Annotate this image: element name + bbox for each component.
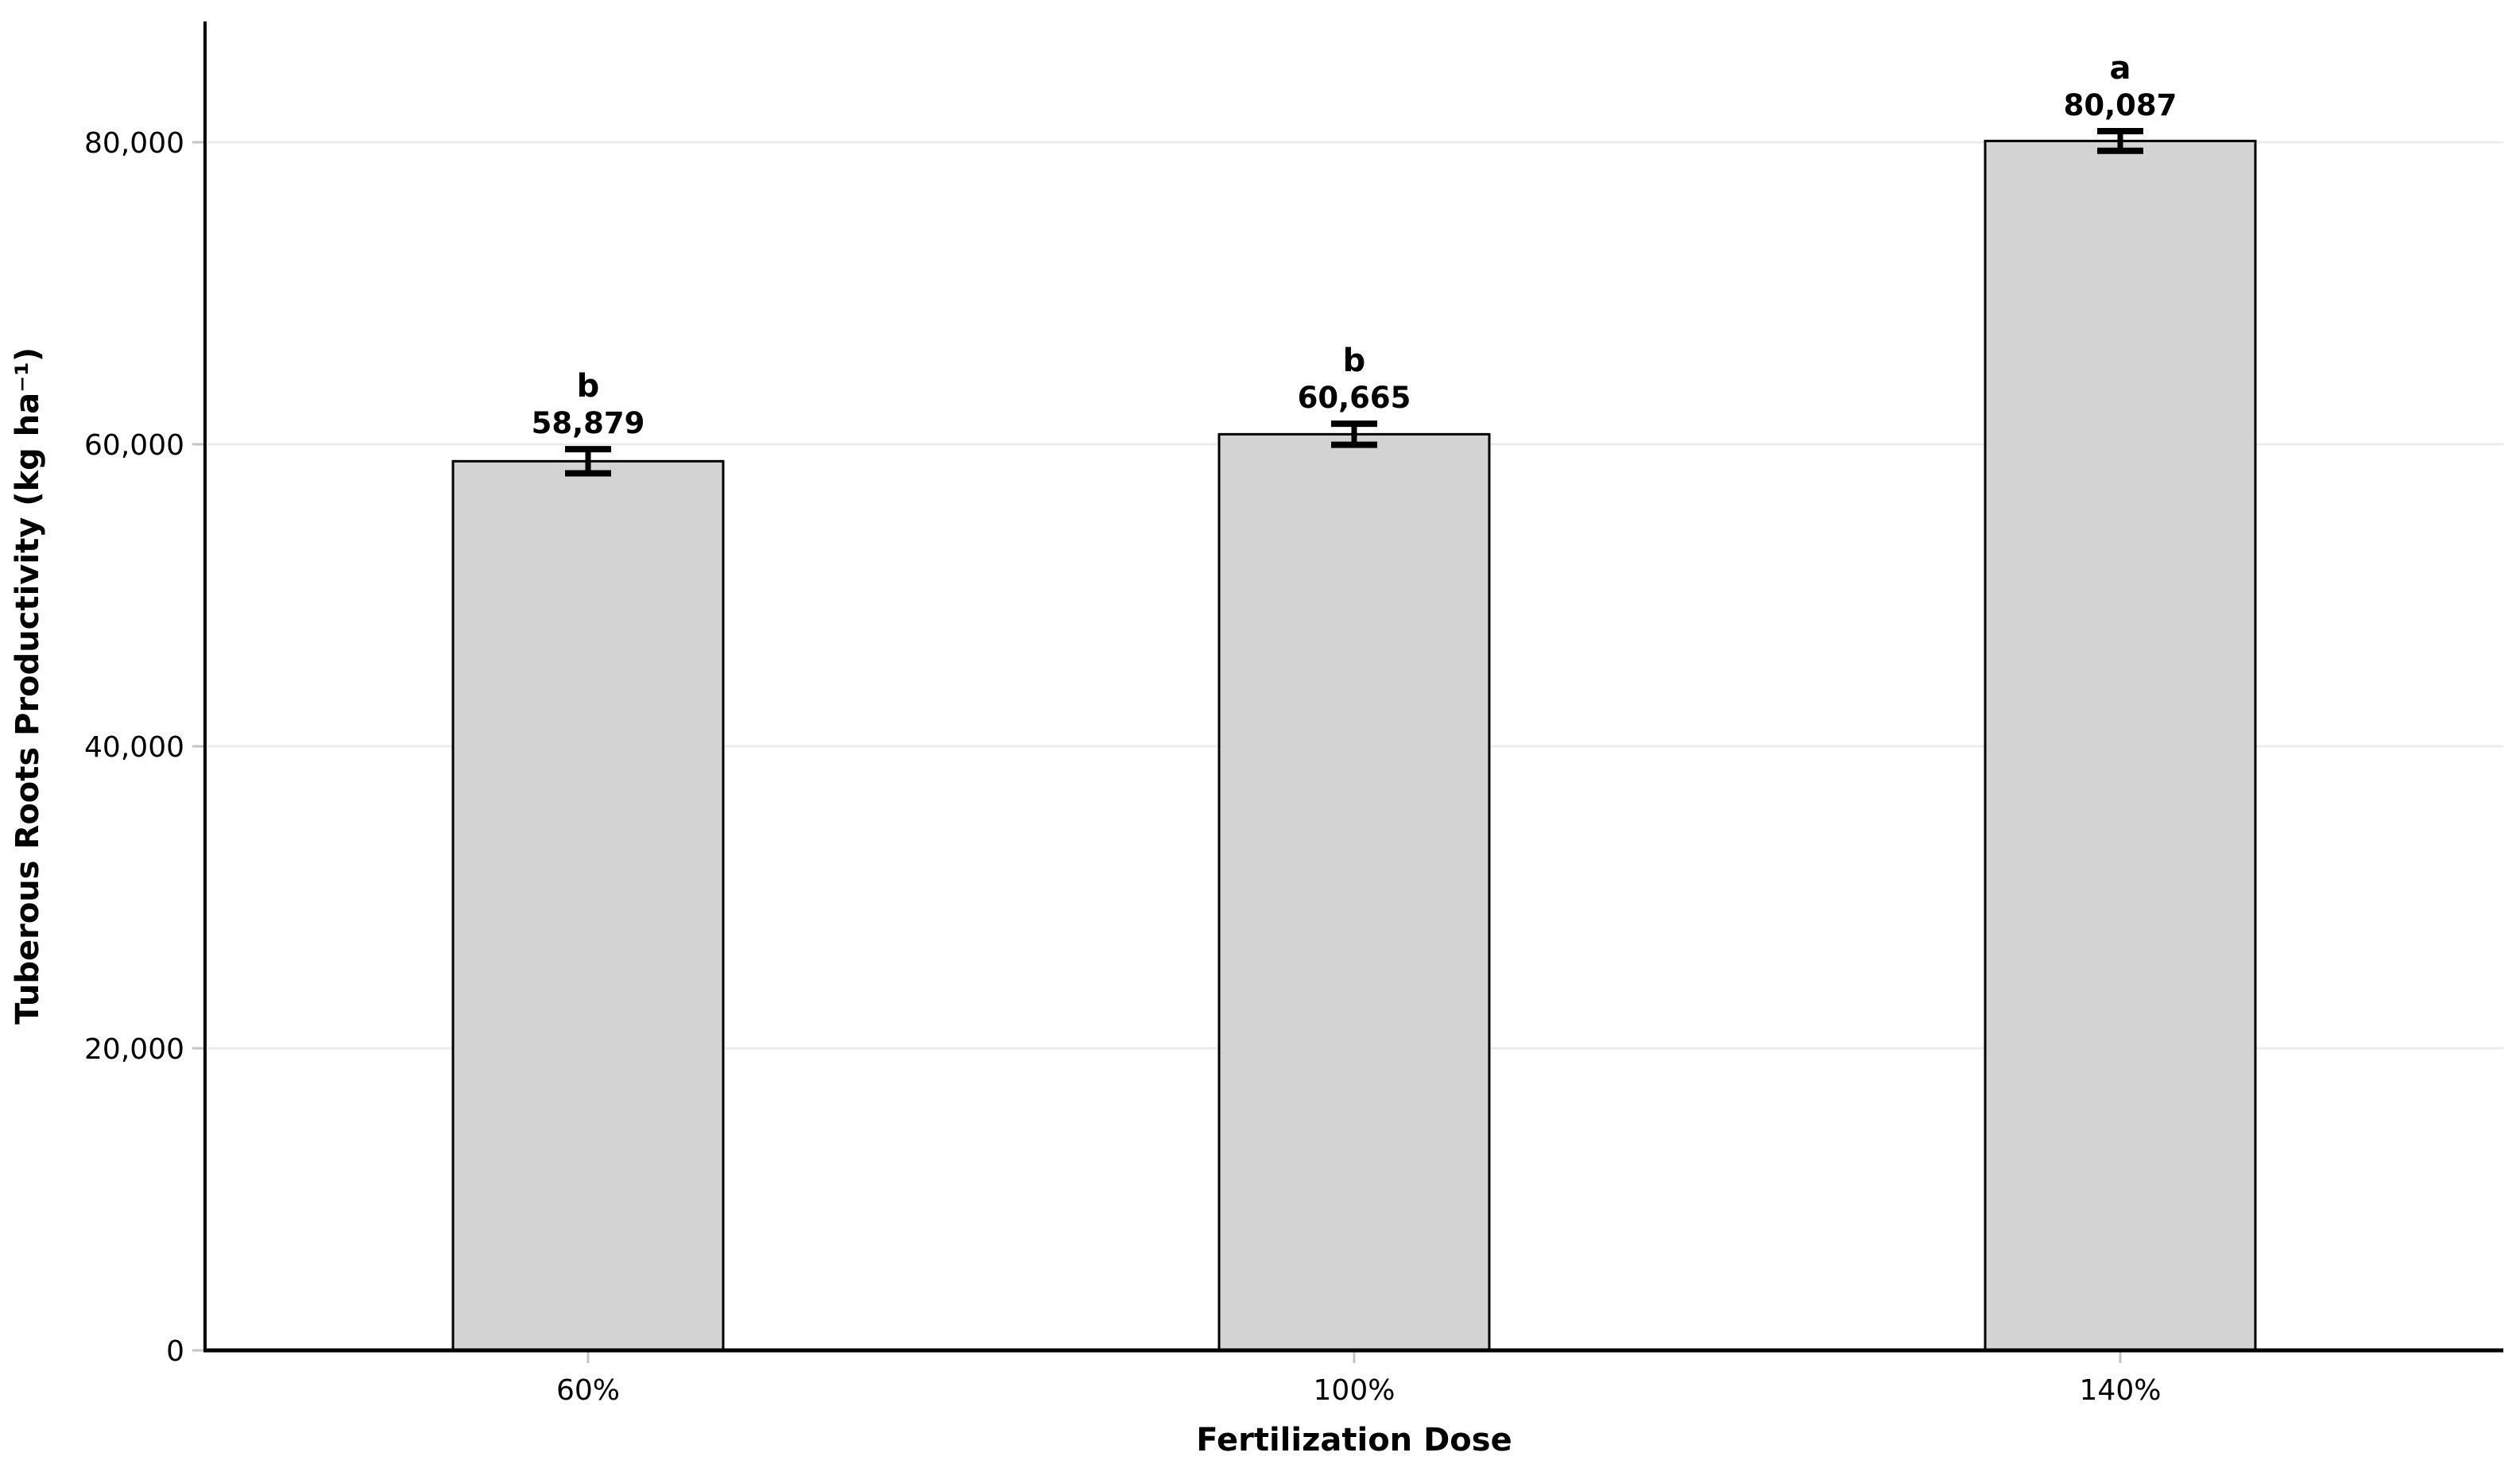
significance-letter: b — [577, 368, 600, 405]
bar — [451, 459, 725, 1352]
axes-layer — [192, 21, 2503, 1363]
y-tick-label: 60,000 — [84, 429, 184, 462]
x-tick-label: 100% — [1314, 1374, 1395, 1407]
x-tick-label: 140% — [2080, 1374, 2162, 1407]
x-tick-label: 60% — [556, 1374, 620, 1407]
significance-letter: b — [1343, 343, 1366, 379]
bars-layer — [451, 127, 2257, 1352]
bar — [1984, 139, 2257, 1352]
y-tick-label: 80,000 — [84, 127, 184, 160]
bar-value-label: 58,879 — [532, 406, 645, 440]
significance-letter: a — [2110, 50, 2131, 87]
labels-layer: 020,00040,00060,00080,00060%58,879b100%6… — [84, 50, 2177, 1407]
y-tick-label: 0 — [166, 1335, 184, 1368]
bar-value-label: 80,087 — [2064, 88, 2177, 122]
x-axis-title: Fertilization Dose — [1196, 1422, 1512, 1458]
y-tick-label: 20,000 — [84, 1033, 184, 1066]
bar-value-label: 60,665 — [1298, 381, 1411, 415]
bar — [1217, 432, 1491, 1352]
y-tick-label: 40,000 — [84, 731, 184, 764]
y-axis-title: Tuberous Roots Productivity (kg ha⁻¹) — [10, 347, 46, 1025]
